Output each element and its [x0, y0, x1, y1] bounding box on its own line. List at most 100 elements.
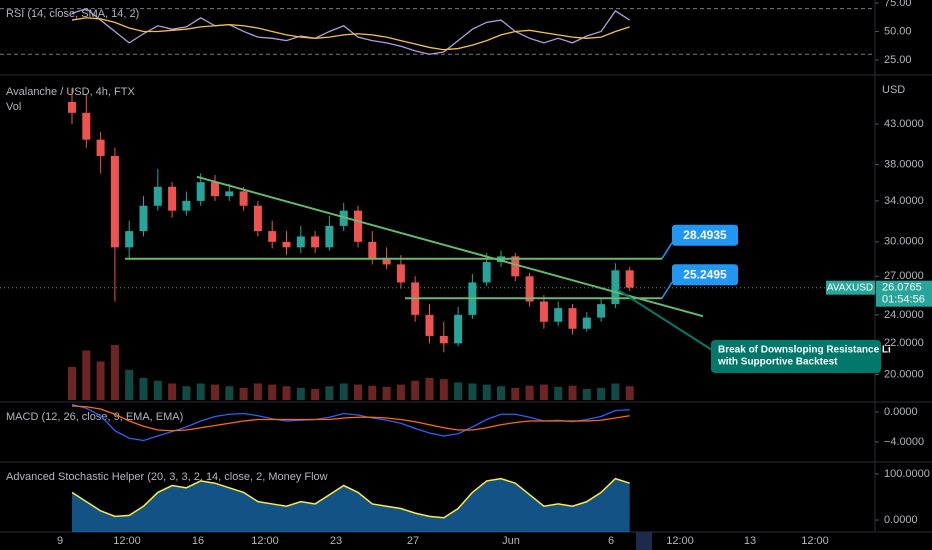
time-highlight — [636, 532, 652, 550]
volume-bar — [511, 387, 520, 400]
candle-body — [296, 236, 305, 248]
volume-bar — [168, 383, 177, 400]
volume-bar — [196, 383, 205, 400]
series-line — [71, 7, 631, 55]
volume-bar — [211, 384, 219, 400]
callout-box — [711, 340, 881, 373]
x-tick-label: 23 — [330, 535, 342, 547]
volume-bar — [325, 386, 334, 400]
y-tick-label: 34.0000 — [884, 195, 924, 207]
candle-body — [225, 191, 234, 197]
candle-body — [253, 205, 262, 232]
candle-body — [168, 186, 177, 211]
pane-title: Advanced Stochastic Helper (20, 3, 3, 2,… — [6, 471, 328, 483]
candle-body — [568, 308, 577, 329]
candle-body — [196, 182, 205, 201]
series-line — [71, 17, 630, 51]
candle-body — [625, 270, 634, 288]
volume-bar — [454, 382, 463, 400]
volume-bar — [539, 384, 548, 400]
volume-bar — [139, 378, 148, 400]
candle-body — [68, 102, 76, 113]
callout-text: Break of Downsloping Resistance Li — [718, 345, 891, 356]
volume-bar — [597, 387, 606, 400]
x-tick-label: Jun — [502, 535, 520, 547]
symbol-box — [826, 280, 875, 295]
candle-body — [368, 241, 377, 259]
candle-body — [582, 317, 591, 329]
axis-label: USD — [882, 84, 905, 96]
volume-bar — [439, 379, 448, 400]
y-tick-label: 25.00 — [884, 54, 912, 66]
volume-bar — [525, 385, 534, 400]
callout-text: with Supportive Backtest — [717, 357, 838, 368]
volume-bar — [339, 383, 348, 400]
volume-bar — [625, 386, 634, 400]
volume-bar — [96, 361, 105, 400]
level-label: 28.4935 — [683, 228, 727, 242]
candle-body — [82, 112, 91, 140]
volume-bar — [354, 384, 362, 400]
candle-body — [439, 335, 448, 344]
x-tick-label: 12:00 — [251, 535, 279, 547]
volume-bar — [296, 387, 305, 400]
volume-bar — [311, 389, 320, 400]
volume-bar — [239, 387, 248, 400]
candle-body — [382, 258, 391, 265]
series-line — [71, 477, 630, 519]
candle-body — [153, 186, 162, 206]
y-tick-label: 43.0000 — [884, 118, 924, 130]
candle-body — [611, 270, 620, 305]
series-line — [71, 405, 630, 432]
pane-title: MACD (12, 26, close, 9, EMA, EMA) — [6, 411, 183, 423]
x-tick-label: 27 — [407, 535, 419, 547]
volume-bar — [153, 380, 162, 400]
volume-bar — [611, 383, 620, 400]
y-tick-label: 24.0000 — [884, 309, 924, 321]
candle-body — [554, 308, 563, 322]
volume-bar — [497, 386, 505, 400]
volume-bar — [110, 345, 119, 400]
candle-body — [511, 256, 520, 277]
volume-bar — [182, 386, 191, 400]
price-box — [876, 280, 932, 307]
candle-body — [110, 156, 119, 248]
volume-bar — [68, 367, 76, 400]
y-tick-label: 22.0000 — [884, 337, 924, 349]
x-tick-label: 13 — [744, 535, 756, 547]
y-tick-label: 0.0000 — [884, 406, 918, 418]
pane-title: Avalanche / USD, 4h, FTX — [6, 86, 135, 98]
series-line — [71, 403, 630, 442]
candle-body — [239, 191, 248, 206]
candle-body — [396, 264, 405, 283]
candle-body — [354, 210, 362, 242]
volume-bar — [268, 384, 277, 400]
candle-body — [96, 139, 105, 157]
volume-bar — [368, 385, 377, 400]
volume-bar — [582, 389, 591, 400]
candle-body — [311, 236, 320, 248]
x-tick-label: 16 — [192, 535, 204, 547]
symbol-label: AVAXUSD — [827, 282, 873, 293]
candle-body — [454, 314, 463, 344]
volume-bar — [382, 386, 391, 400]
y-tick-label: 100.0000 — [884, 468, 930, 480]
label-pointer — [661, 281, 673, 299]
trendline — [196, 175, 704, 318]
level-label: 25.2495 — [683, 267, 727, 281]
volume-bar — [125, 369, 134, 400]
candle-body — [597, 304, 606, 318]
volume-bar — [225, 386, 234, 400]
candle-body — [339, 210, 348, 226]
label-pointer — [661, 242, 673, 260]
x-tick-label: 6 — [608, 535, 614, 547]
series-area — [72, 478, 630, 532]
candle-body — [139, 205, 148, 232]
level-label-box — [672, 264, 738, 286]
volume-bar — [425, 378, 434, 400]
candle-body — [482, 262, 491, 283]
pane-subtitle: Vol — [6, 101, 21, 113]
x-tick-label: 12:00 — [666, 535, 694, 547]
x-tick-label: 12:00 — [801, 535, 829, 547]
